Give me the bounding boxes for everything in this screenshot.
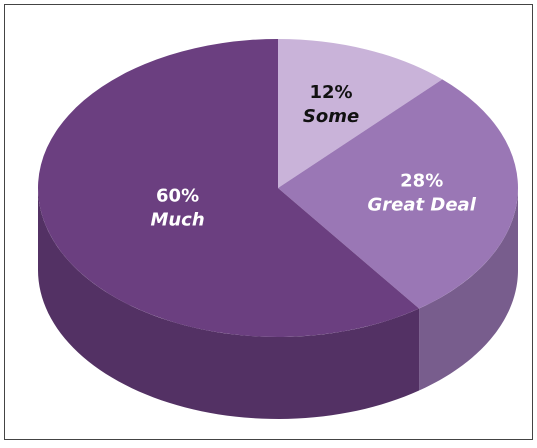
- slice-value-label: 12%: [309, 82, 352, 103]
- slice-category-label: Much: [150, 209, 204, 230]
- slice-category-label: Great Deal: [368, 195, 477, 216]
- pie-side: [419, 188, 518, 391]
- slice-category-label: Some: [303, 106, 359, 127]
- pie-slice: [278, 39, 443, 188]
- slice-value-label: 28%: [400, 171, 443, 192]
- slice-value-label: 60%: [156, 185, 199, 206]
- pie-slice: [37, 39, 420, 337]
- pie-slice: [278, 79, 518, 309]
- pie-side: [38, 188, 420, 419]
